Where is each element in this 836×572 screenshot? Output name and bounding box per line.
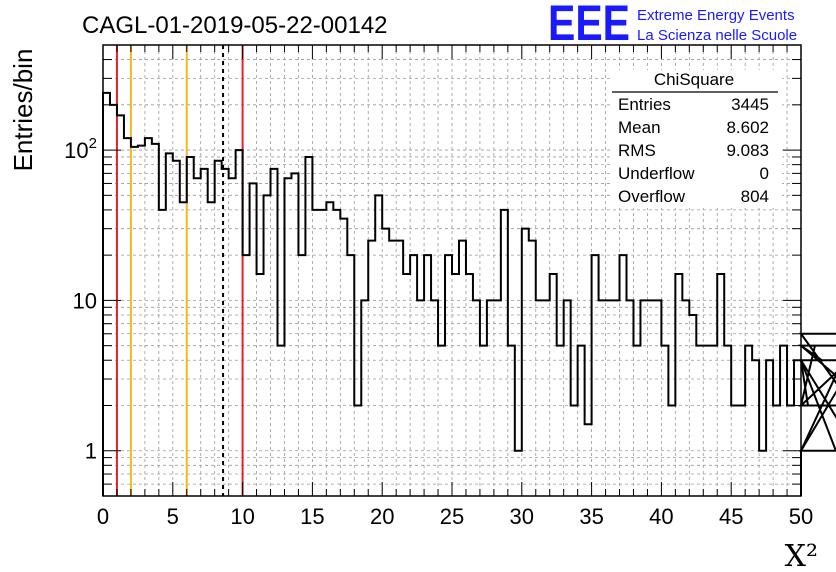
vertical-markers [115, 45, 244, 496]
project-subtitle: La Scienza nelle Scuole [637, 27, 797, 44]
x-tick-label: 45 [719, 504, 743, 529]
stats-label: RMS [618, 141, 656, 160]
y-tick-label: 10 [73, 288, 97, 313]
x-tick-label: 40 [649, 504, 673, 529]
stats-value: 804 [741, 187, 769, 206]
x-tick-label: 25 [440, 504, 464, 529]
stats-value: 9.083 [726, 141, 769, 160]
x-tick-label: 15 [300, 504, 324, 529]
grid [103, 45, 801, 496]
y-axis-label: Entries/bin [8, 49, 38, 172]
stats-label: Entries [618, 95, 671, 114]
eee-logo: EEE [548, 0, 630, 51]
stats-title: ChiSquare [654, 70, 734, 89]
stats-label: Mean [618, 118, 661, 137]
x-tick-label: 50 [789, 504, 813, 529]
stats-box: ChiSquare Entries 3445 Mean 8.602 RMS 9.083 Un… [612, 70, 782, 208]
y-tick-labels: 1 10 102 [64, 135, 97, 464]
histogram-series [102, 91, 836, 496]
stats-value: 8.602 [726, 118, 769, 137]
x-tick-label: 5 [167, 504, 179, 529]
stats-label: Overflow [618, 187, 686, 206]
y-tick-label: 1 [85, 439, 97, 464]
stats-value: 3445 [731, 95, 769, 114]
x-tick-label: 35 [579, 504, 603, 529]
x-tick-label: 20 [370, 504, 394, 529]
x-tick-label: 0 [97, 504, 109, 529]
chart-title: CAGL-01-2019-05-22-00142 [82, 12, 388, 39]
y-tick-label: 102 [64, 135, 97, 163]
axis-ticks [102, 44, 802, 497]
stats-label: Underflow [618, 164, 695, 183]
x-tick-label: 30 [510, 504, 534, 529]
x-tick-label: 10 [230, 504, 254, 529]
project-name: Extreme Energy Events [637, 7, 795, 24]
stats-value: 0 [760, 164, 769, 183]
x-tick-labels: 0 5 10 15 20 25 30 35 40 45 50 [97, 504, 813, 529]
x-axis-label: X² [785, 539, 818, 572]
